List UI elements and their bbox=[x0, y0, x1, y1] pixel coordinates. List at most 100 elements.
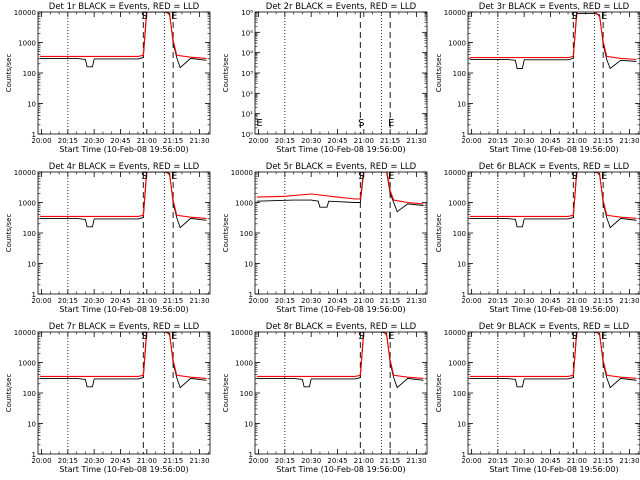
plot-frame bbox=[467, 11, 640, 135]
lld-series-line bbox=[256, 172, 424, 205]
y-axis-label: Counts/sec bbox=[222, 374, 230, 413]
x-tick-label: 21:00 bbox=[354, 297, 374, 305]
x-tick-label: 20:45 bbox=[327, 297, 347, 305]
x-tick-label: 20:00 bbox=[31, 137, 51, 145]
x-tick-label: 20:00 bbox=[461, 297, 481, 305]
x-tick-label: 21:15 bbox=[593, 297, 613, 305]
x-tick-label: 21:15 bbox=[163, 297, 183, 305]
y-tick-label: 10¹ bbox=[241, 111, 253, 119]
x-axis-label: Start Time (10-Feb-08 19:56:00) bbox=[276, 145, 405, 154]
y-tick-label: 100 bbox=[240, 390, 253, 398]
events-series-line bbox=[469, 12, 637, 70]
y-tick-label: 100 bbox=[23, 230, 36, 238]
x-tick-label: 21:15 bbox=[593, 457, 613, 465]
y-tick-label: 1000 bbox=[18, 360, 36, 368]
events-series-line bbox=[256, 172, 424, 213]
x-tick-label: 21:15 bbox=[380, 457, 400, 465]
panel-data-area bbox=[256, 332, 424, 454]
y-tick-label: 10 bbox=[457, 421, 466, 429]
x-tick-label: 21:00 bbox=[137, 457, 157, 465]
y-tick-label: 10000 bbox=[14, 169, 36, 177]
x-tick-label: 20:45 bbox=[110, 457, 130, 465]
panel-title: Det 3r BLACK = Events, RED = LLD bbox=[479, 2, 630, 12]
panel-title: Det 4r BLACK = Events, RED = LLD bbox=[49, 162, 200, 172]
plot-frame bbox=[254, 11, 428, 135]
y-tick-label: 1000 bbox=[235, 200, 253, 208]
x-tick-label: 21:30 bbox=[619, 137, 639, 145]
x-tick-label: 21:00 bbox=[567, 137, 587, 145]
y-tick-label: 10000 bbox=[14, 9, 36, 17]
y-tick-label: 10 bbox=[457, 261, 466, 269]
plot-frame bbox=[37, 171, 211, 295]
x-tick-label: 20:45 bbox=[110, 297, 130, 305]
y-tick-label: 10000 bbox=[14, 329, 36, 337]
x-tick-label: 21:15 bbox=[163, 457, 183, 465]
marker-label: S bbox=[571, 11, 577, 22]
y-axis-label: Counts/sec bbox=[222, 214, 230, 253]
y-tick-label: 10 bbox=[27, 261, 36, 269]
x-tick-label: 21:00 bbox=[567, 297, 587, 305]
plot-frame bbox=[254, 331, 428, 455]
x-axis-label: Start Time (10-Feb-08 19:56:00) bbox=[489, 465, 618, 474]
y-tick-label: 10000 bbox=[444, 169, 466, 177]
x-tick-label: 20:00 bbox=[31, 457, 51, 465]
x-tick-label: 20:15 bbox=[58, 137, 78, 145]
marker-label: E bbox=[601, 331, 607, 342]
y-axis-label: Counts/sec bbox=[5, 374, 13, 413]
x-tick-label: 20:45 bbox=[110, 137, 130, 145]
marker-label: E bbox=[171, 331, 177, 342]
y-tick-label: 10 bbox=[457, 101, 466, 109]
lld-series-line bbox=[39, 12, 207, 59]
events-series-line bbox=[39, 332, 207, 389]
y-tick-label: 10000 bbox=[231, 329, 253, 337]
y-tick-label: 100 bbox=[453, 70, 466, 78]
panel-title: Det 8r BLACK = Events, RED = LLD bbox=[266, 322, 417, 332]
plot-frame bbox=[467, 171, 640, 295]
plot-frame bbox=[37, 331, 211, 455]
x-tick-label: 20:00 bbox=[248, 457, 268, 465]
lld-series-line bbox=[256, 332, 424, 379]
y-tick-label: 100 bbox=[23, 70, 36, 78]
x-tick-label: 20:45 bbox=[327, 457, 347, 465]
events-series-line bbox=[256, 332, 424, 389]
y-axis-label: Counts/sec bbox=[435, 214, 443, 253]
x-tick-label: 21:00 bbox=[354, 457, 374, 465]
y-tick-label: 1000 bbox=[448, 200, 466, 208]
x-tick-label: 20:30 bbox=[301, 297, 321, 305]
y-axis-label: Counts/sec bbox=[435, 374, 443, 413]
x-tick-label: 20:15 bbox=[58, 297, 78, 305]
x-tick-label: 21:30 bbox=[189, 137, 209, 145]
panel-data-area bbox=[284, 12, 391, 134]
plot-frame bbox=[467, 331, 640, 455]
events-series-line bbox=[469, 172, 637, 229]
marker-label: E bbox=[388, 118, 394, 129]
x-tick-label: 21:15 bbox=[380, 137, 400, 145]
x-tick-label: 20:30 bbox=[514, 457, 534, 465]
x-tick-label: 21:15 bbox=[380, 297, 400, 305]
marker-label: S bbox=[141, 171, 147, 182]
lld-series-line bbox=[469, 12, 637, 60]
x-tick-label: 21:30 bbox=[406, 457, 426, 465]
y-tick-label: 10⁰ bbox=[241, 131, 253, 139]
events-series-line bbox=[39, 172, 207, 229]
x-tick-label: 21:00 bbox=[567, 457, 587, 465]
y-tick-label: 10 bbox=[244, 421, 253, 429]
y-tick-label: 1 bbox=[249, 451, 253, 459]
x-axis-label: Start Time (10-Feb-08 19:56:00) bbox=[59, 305, 188, 314]
panel-data-area bbox=[39, 12, 207, 134]
y-tick-label: 1 bbox=[462, 131, 466, 139]
y-tick-label: 10 bbox=[27, 101, 36, 109]
marker-label: S bbox=[358, 171, 364, 182]
y-tick-label: 10² bbox=[241, 90, 253, 98]
y-tick-label: 1000 bbox=[448, 40, 466, 48]
marker-label: S bbox=[358, 118, 364, 129]
y-axis-label: Counts/sec bbox=[435, 54, 443, 93]
